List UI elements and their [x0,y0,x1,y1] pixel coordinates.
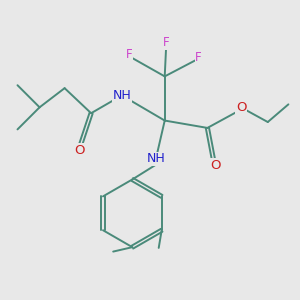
Text: F: F [163,36,169,49]
Text: O: O [210,159,221,172]
Text: NH: NH [113,89,131,102]
Text: F: F [195,51,202,64]
Text: O: O [236,101,247,114]
Text: F: F [126,48,133,61]
Text: O: O [74,144,85,157]
Text: NH: NH [146,152,165,165]
